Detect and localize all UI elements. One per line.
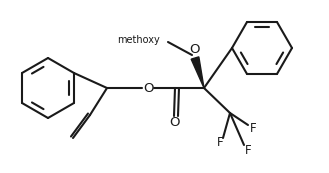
Text: methoxy: methoxy <box>117 35 160 45</box>
Text: F: F <box>217 136 223 149</box>
Text: O: O <box>170 116 180 129</box>
Text: O: O <box>143 81 153 94</box>
Polygon shape <box>191 57 204 88</box>
Text: O: O <box>190 43 200 56</box>
Text: F: F <box>245 143 251 157</box>
Text: F: F <box>250 121 256 134</box>
